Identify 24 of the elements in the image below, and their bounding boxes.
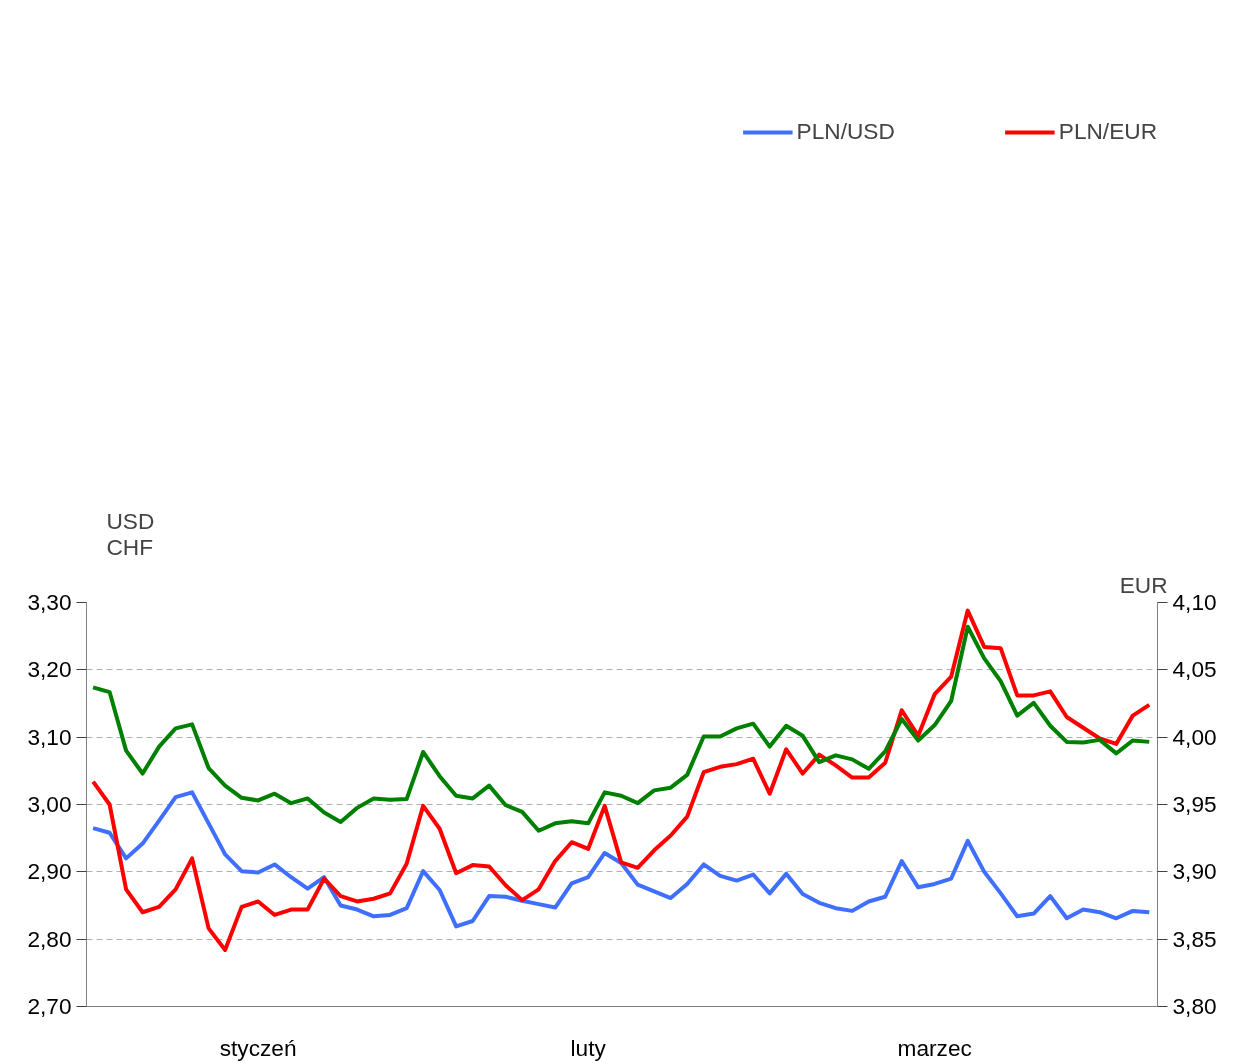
y-tick-label: 3,10 xyxy=(27,723,72,750)
y2-tick-label: 3,85 xyxy=(1172,925,1217,952)
y-axis-title: USD CHF xyxy=(106,507,155,560)
y2-tick-label: 4,00 xyxy=(1172,723,1217,750)
y2-tick-label: 3,80 xyxy=(1172,993,1217,1019)
legend-label: PLN/EUR xyxy=(1058,118,1157,146)
y2-tick-label: 4,05 xyxy=(1172,656,1217,683)
line-series xyxy=(91,608,1152,952)
x-tick-label: luty xyxy=(570,1034,607,1061)
y2-tick-label: 3,90 xyxy=(1172,858,1217,885)
y-tick-label: 3,30 xyxy=(27,589,72,615)
y-tick-label: 3,20 xyxy=(27,656,72,683)
line-series xyxy=(91,624,1152,833)
y-tick-label: 3,00 xyxy=(27,791,72,817)
y2-axis-title: EUR xyxy=(1119,571,1168,598)
y2-tick-label: 4,10 xyxy=(1172,589,1217,615)
y-tick-label: 2,80 xyxy=(27,925,72,952)
x-tick-label: styczeń xyxy=(219,1034,297,1061)
y-tick-label: 2,90 xyxy=(27,858,72,885)
y2-tick-label: 3,95 xyxy=(1172,791,1217,817)
x-tick-label: marzec xyxy=(897,1034,972,1061)
y-tick-label: 2,70 xyxy=(27,993,72,1019)
legend-label: PLN/USD xyxy=(796,118,895,146)
line-series xyxy=(91,790,1152,929)
